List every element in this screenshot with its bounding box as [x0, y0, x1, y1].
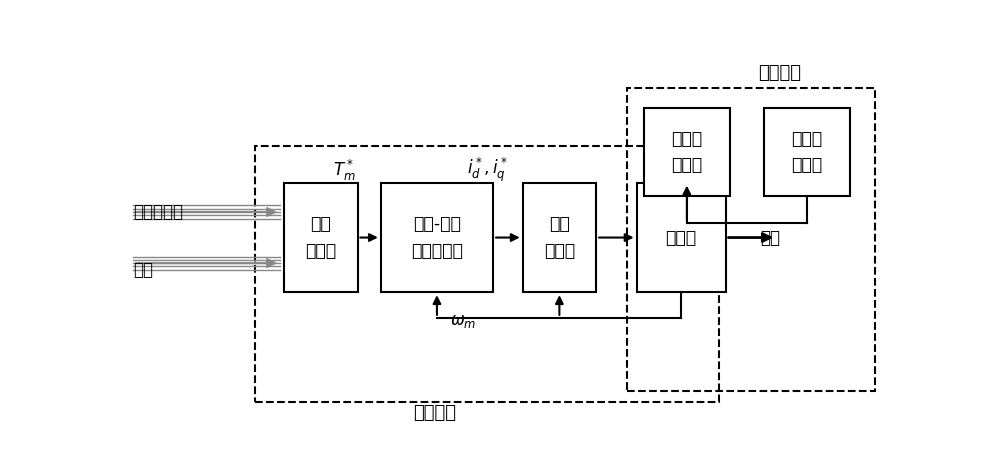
Text: $\omega_m$: $\omega_m$: [450, 312, 476, 330]
Bar: [381, 183, 493, 292]
Text: 驾驶员操作: 驾驶员操作: [133, 203, 183, 221]
Text: $i_d^*, i_q^*$: $i_d^*, i_q^*$: [467, 156, 508, 184]
Bar: [255, 146, 719, 402]
Text: 被动控制: 被动控制: [758, 64, 801, 82]
Text: $T_m^*$: $T_m^*$: [333, 157, 356, 182]
Text: 优化悬
挂系统: 优化悬 挂系统: [791, 129, 823, 174]
Bar: [523, 183, 596, 292]
Text: 整车
控制器: 整车 控制器: [305, 215, 336, 260]
Text: 主动控制: 主动控制: [414, 404, 456, 422]
Text: 车况: 车况: [133, 261, 153, 279]
Bar: [284, 183, 358, 292]
Bar: [764, 108, 850, 196]
Bar: [644, 108, 730, 196]
Text: 加速: 加速: [761, 228, 780, 246]
Bar: [627, 88, 875, 391]
Text: 前馈-反馈
扭振控制器: 前馈-反馈 扭振控制器: [411, 215, 463, 260]
Text: 电动车: 电动车: [666, 228, 697, 246]
Text: 优化悬
置系统: 优化悬 置系统: [671, 129, 702, 174]
Text: 电机
控制器: 电机 控制器: [544, 215, 575, 260]
Bar: [637, 183, 726, 292]
